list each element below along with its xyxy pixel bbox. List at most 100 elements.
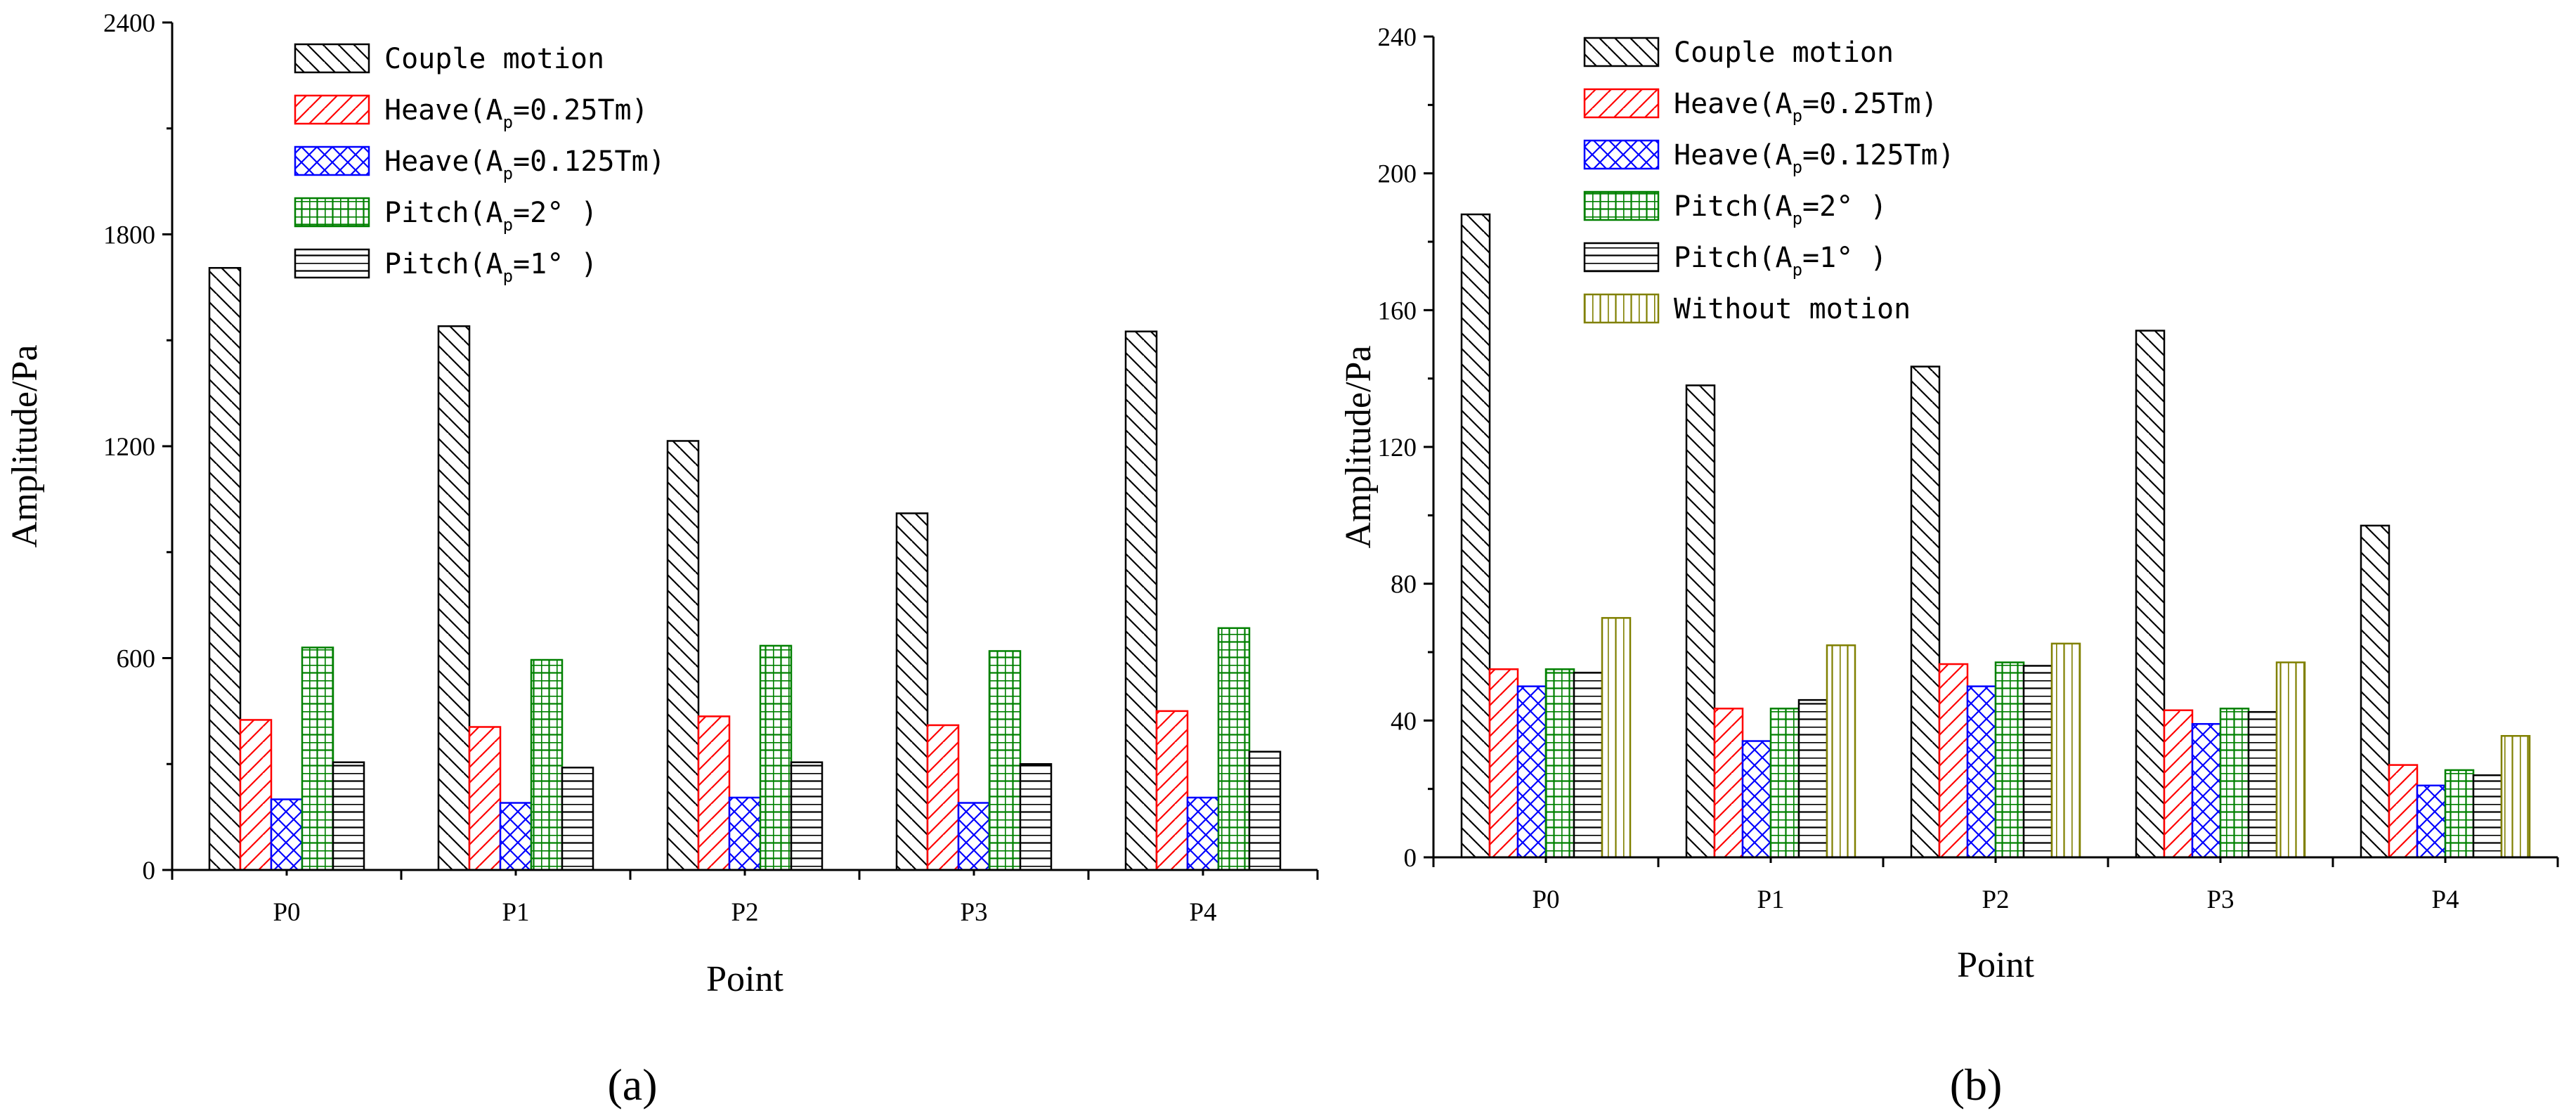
bar-p3-series-1 [895,512,929,871]
bar-p4-series-5 [2472,774,2503,859]
bar-p0-series-2 [239,719,273,871]
bar-p4-series-2 [2388,764,2419,859]
bar-p3-series-5 [1019,763,1053,871]
legend-label: Heave(Ap=0.25Tm) [1674,88,1938,126]
x-tick-label: P4 [1189,898,1216,927]
y-tick-label: 200 [1378,160,1417,189]
legend-swatch [294,145,370,176]
x-axis-title: Point [1957,945,2034,985]
bar-p1-series-2 [468,726,502,871]
y-tick-label: 120 [1378,434,1417,462]
y-tick-label: 240 [1378,23,1417,52]
bar-p2-series-5 [790,761,824,871]
legend-label: Pitch(Ap=2° ) [384,197,597,235]
bar-p2-series-2 [1938,663,1969,859]
y-tick-label: 600 [117,645,156,674]
legend-entry: Pitch(Ap=2° ) [1583,190,1887,228]
bar-p4-series-3 [2416,784,2447,859]
legend-swatch [1583,88,1660,119]
legend-entry: Pitch(Ap=1° ) [294,248,597,286]
legend-label: Pitch(Ap=1° ) [1674,242,1887,280]
x-tick-label: P0 [273,898,300,927]
y-tick-label: 40 [1391,707,1417,736]
bar-p4-series-6 [2500,734,2531,859]
legend-entry: Heave(Ap=0.25Tm) [294,94,649,132]
legend-label: Heave(Ap=0.25Tm) [384,94,649,132]
bar-p2-series-4 [1994,661,2025,859]
bar-p1-series-6 [1826,644,1856,859]
legend-label: Couple motion [1674,37,1894,69]
y-tick-label: 80 [1391,571,1417,599]
legend-entry: Without motion [1583,293,1911,325]
bar-p0-series-5 [332,761,365,871]
bar-p4-series-1 [1124,330,1158,871]
x-tick-label: P1 [502,898,529,927]
bar-p3-series-4 [988,650,1022,871]
x-tick-label: P4 [2431,885,2459,914]
bar-p3-series-5 [2247,710,2278,859]
legend-swatch [294,43,370,74]
x-tick-label: P2 [731,898,758,927]
legend-swatch [294,197,370,228]
legend-entry: Heave(Ap=0.125Tm) [294,145,665,183]
x-tick-label: P1 [1757,885,1784,914]
bar-p0-series-3 [270,798,304,871]
bar-p0-series-1 [208,266,242,871]
y-axis-title: Amplitude/Pa [1339,346,1379,549]
legend-swatch [1583,190,1660,221]
legend-entry: Pitch(Ap=2° ) [294,197,597,235]
bar-p1-series-5 [1797,699,1828,859]
x-tick-label: P0 [1532,885,1559,914]
legend-swatch [294,94,370,125]
bar-p0-series-4 [301,647,334,871]
y-tick-label: 1200 [103,433,155,462]
y-tick-label: 0 [143,857,156,885]
bar-p2-series-4 [759,644,793,871]
chart-panel-b: 0 40 80 120 160 200 240 P0 P1 P2 P3 P4 Point Amplitud… [1339,23,2559,1110]
x-tick-label: P3 [2206,885,2234,914]
bar-p1-series-1 [1685,384,1716,859]
legend-label: Pitch(Ap=2° ) [1674,190,1887,228]
bar-p4-series-1 [2360,524,2390,859]
legend-swatch [1583,139,1660,170]
bar-p3-series-2 [926,724,960,871]
bar-p0-series-3 [1516,685,1547,859]
bar-p1-series-5 [561,767,594,871]
legend-label: Without motion [1674,293,1911,325]
bar-p2-series-5 [2022,665,2053,859]
bar-p1-series-3 [499,802,533,871]
legend-label: Heave(Ap=0.125Tm) [1674,139,1955,177]
bar-p3-series-6 [2275,661,2306,859]
bar-p1-series-4 [1769,708,1800,859]
legend-entry: Couple motion [1583,37,1894,69]
bar-p0-series-5 [1573,671,1604,859]
bar-p4-series-4 [1217,627,1251,871]
bar-p2-series-3 [728,796,762,871]
legend-swatch [1583,293,1660,324]
bar-p1-series-3 [1741,740,1772,859]
bar-p4-series-3 [1186,796,1220,871]
bar-p2-series-3 [1966,685,1997,859]
chart-panel-a: 0 600 1200 1800 2400 P0 P1 P2 P3 P4 Point Amplitude… [5,9,1319,1110]
bar-p0-series-1 [1460,213,1491,859]
legend-label: Couple motion [384,43,604,75]
legend-swatch [294,248,370,279]
bar-p4-series-5 [1248,751,1282,871]
legend-entry: Heave(Ap=0.25Tm) [1583,88,1938,126]
y-tick-label: 1800 [103,221,155,250]
legend-entry: Couple motion [294,43,604,75]
legend-swatch [1583,242,1660,273]
legend-entry: Heave(Ap=0.125Tm) [1583,139,1955,177]
bar-p4-series-2 [1155,710,1189,871]
bar-p4-series-4 [2444,769,2475,859]
x-tick-label: P3 [960,898,987,927]
legend-entry: Pitch(Ap=1° ) [1583,242,1887,280]
bar-p2-series-1 [1910,365,1941,859]
bar-p1-series-2 [1713,708,1744,859]
legend-swatch [1583,37,1660,67]
bar-p0-series-6 [1601,617,1632,859]
x-axis-title: Point [706,959,783,999]
y-tick-label: 160 [1378,297,1417,325]
panel-label: (a) [607,1060,657,1110]
